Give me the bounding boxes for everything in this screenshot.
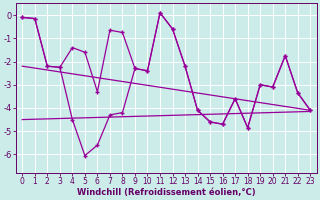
X-axis label: Windchill (Refroidissement éolien,°C): Windchill (Refroidissement éolien,°C) xyxy=(77,188,256,197)
